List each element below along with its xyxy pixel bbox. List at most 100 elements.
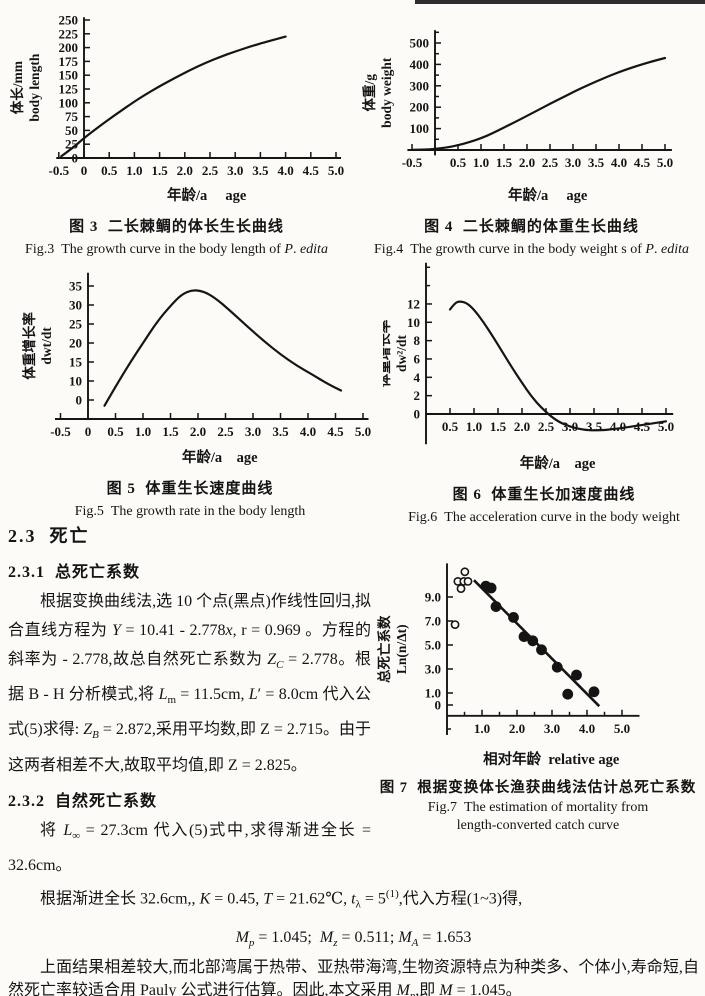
- svg-text:2.5: 2.5: [542, 155, 559, 170]
- svg-text:0: 0: [72, 151, 79, 166]
- fig4-body-weight-growth-chart: -0.5 0.5 1.0 1.5 2.0 2.5 3.0 3.5 4.0 4.5 5.0 100 200…: [361, 30, 673, 204]
- svg-text:1.5: 1.5: [490, 419, 507, 434]
- svg-text:4.0: 4.0: [610, 419, 626, 434]
- fig6-caption-en: Fig.6 The acceleration curve in the body…: [408, 510, 680, 525]
- svg-text:0.5: 0.5: [442, 419, 459, 434]
- svg-text:75: 75: [65, 109, 79, 124]
- figure-3: -0.5 0 0.5 1.0 1.5 2.0 2.5 3.0 3.5 4.0 4.5 5.0 0 25 50…: [4, 6, 349, 258]
- svg-text:0: 0: [414, 407, 421, 422]
- svg-text:5.0: 5.0: [328, 163, 344, 178]
- fig7-caption-cn: 图 7 根据变换体长渔获曲线法估计总死亡系数: [379, 780, 697, 796]
- fig3-caption-cn: 图 3 二长棘鲷的体长生长曲线: [69, 219, 284, 235]
- svg-text:0: 0: [76, 393, 83, 408]
- svg-text:1.5: 1.5: [162, 424, 179, 439]
- svg-text:2.0: 2.0: [514, 419, 530, 434]
- fig4-caption-cn: 图 4 二长棘鲷的体重生长曲线: [424, 219, 639, 235]
- svg-text:5.0: 5.0: [355, 424, 371, 439]
- svg-text:body length: body length: [27, 53, 42, 121]
- svg-text:1.0: 1.0: [425, 686, 441, 701]
- svg-text:1.0: 1.0: [135, 424, 151, 439]
- svg-text:2.0: 2.0: [177, 163, 193, 178]
- svg-text:200: 200: [59, 40, 79, 55]
- svg-text:1.0: 1.0: [126, 163, 142, 178]
- svg-text:3.5: 3.5: [272, 424, 289, 439]
- svg-text:4.0: 4.0: [300, 424, 316, 439]
- fig3-body-length-growth-chart: -0.5 0 0.5 1.0 1.5 2.0 2.5 3.0 3.5 4.0 4.5 5.002550…: [9, 13, 344, 205]
- svg-text:4.5: 4.5: [327, 424, 344, 439]
- svg-text:体重/g: 体重/g: [361, 74, 377, 112]
- svg-text:25: 25: [69, 317, 83, 332]
- svg-text:-0.5: -0.5: [49, 163, 70, 178]
- svg-text:5.0: 5.0: [614, 721, 630, 736]
- svg-text:30: 30: [69, 298, 82, 313]
- svg-text:3.0: 3.0: [544, 721, 560, 736]
- fig5-caption-en: Fig.5 The growth rate in the body length: [74, 504, 306, 519]
- svg-text:年龄/a age: 年龄/a age: [508, 186, 588, 204]
- svg-text:2.5: 2.5: [217, 424, 234, 439]
- svg-text:225: 225: [59, 26, 79, 41]
- fig4-caption: 图 4 二长棘鲷的体重生长曲线 Fig.4 The growth curve i…: [358, 215, 705, 258]
- svg-text:年龄/a age: 年龄/a age: [167, 186, 247, 204]
- svg-text:1.0: 1.0: [466, 419, 482, 434]
- fig7-caption: 图 7 根据变换体长渔获曲线法估计总死亡系数 Fig.7 The estimat…: [377, 776, 699, 834]
- svg-text:500: 500: [410, 36, 430, 51]
- svg-text:5.0: 5.0: [425, 638, 441, 653]
- svg-text:6: 6: [414, 351, 421, 366]
- svg-text:15: 15: [69, 355, 83, 370]
- svg-text:10: 10: [69, 374, 82, 389]
- svg-text:3.0: 3.0: [245, 424, 261, 439]
- figure-4: -0.5 0.5 1.0 1.5 2.0 2.5 3.0 3.5 4.0 4.5 5.0 100 200…: [358, 6, 705, 258]
- section-2-3-1-heading: 2.3.1 总死亡系数: [8, 564, 141, 581]
- svg-text:20: 20: [69, 336, 82, 351]
- svg-text:300: 300: [410, 78, 430, 93]
- svg-text:0: 0: [435, 698, 442, 713]
- paragraph-natural-mortality-2: 根据渐进全长 32.6cm,, K = 0.45, T = 21.62℃, tλ…: [40, 887, 523, 911]
- svg-text:4.0: 4.0: [611, 155, 627, 170]
- svg-text:100: 100: [410, 121, 430, 136]
- svg-text:25: 25: [65, 137, 79, 152]
- figure-7: 1.0 2.0 3.0 4.0 5.0 0 1.0 3.0 5.0 7.0 9.0 相对年龄 rela…: [377, 558, 699, 834]
- fig3-caption: 图 3 二长棘鲷的体长生长曲线 Fig.3 The growth curve i…: [4, 215, 349, 258]
- fig7-caption-en-line1: Fig.7 The estimation of mortality from: [427, 800, 649, 815]
- svg-text:body weight: body weight: [379, 57, 394, 128]
- svg-text:相对年龄 relative age: 相对年龄 relative age: [483, 750, 620, 768]
- svg-text:3.5: 3.5: [252, 163, 269, 178]
- svg-text:0.5: 0.5: [101, 163, 118, 178]
- svg-text:200: 200: [410, 100, 430, 115]
- svg-text:2.5: 2.5: [202, 163, 219, 178]
- svg-text:-0.5: -0.5: [50, 424, 71, 439]
- svg-text:12: 12: [407, 296, 420, 311]
- svg-text:4.0: 4.0: [277, 163, 293, 178]
- fig5-growth-rate-chart: -0.5 0 0.5 1.0 1.5 2.0 2.5 3.0 3.5 4.0 4.5 5.0 0 10 15…: [21, 272, 371, 466]
- svg-text:dw²/dt: dw²/dt: [394, 334, 409, 372]
- svg-text:0.5: 0.5: [450, 155, 467, 170]
- svg-text:35: 35: [69, 279, 83, 294]
- svg-text:体长/mm: 体长/mm: [9, 60, 25, 114]
- svg-text:0.5: 0.5: [107, 424, 124, 439]
- svg-text:4.5: 4.5: [634, 155, 651, 170]
- mortality-section: 2.3 死亡 1.0 2.0 3.0 4.0 5.0 0 1.0 3.0 5.0 7.0 9.0 相对…: [8, 522, 699, 996]
- svg-text:50: 50: [65, 123, 78, 138]
- svg-text:3.5: 3.5: [588, 155, 605, 170]
- svg-text:2: 2: [414, 388, 421, 403]
- fig6-caption-cn: 图 6 体重生长加速度曲线: [452, 487, 636, 503]
- svg-text:10: 10: [407, 315, 420, 330]
- svg-text:4.5: 4.5: [634, 419, 651, 434]
- svg-text:-0.5: -0.5: [402, 155, 423, 170]
- svg-text:1.5: 1.5: [496, 155, 513, 170]
- svg-text:2.0: 2.0: [519, 155, 535, 170]
- paragraph-total-mortality: 根据变换曲线法,选 10 个点(黑点)作线性回归,拟合直线方程为 Y = 10.…: [8, 593, 371, 774]
- fig7-caption-en-line2: length-converted catch curve: [456, 818, 620, 833]
- svg-text:2.0: 2.0: [190, 424, 206, 439]
- svg-text:400: 400: [410, 57, 430, 72]
- svg-text:2.0: 2.0: [509, 721, 525, 736]
- figure-5: -0.5 0 0.5 1.0 1.5 2.0 2.5 3.0 3.5 4.0 4.5 5.0 0 10 15…: [4, 256, 376, 520]
- svg-text:体重增长率: 体重增长率: [21, 312, 37, 380]
- svg-text:175: 175: [59, 54, 79, 69]
- mortality-equation: Mp = 1.045; Mz = 0.511; MA = 1.653: [235, 929, 472, 950]
- paragraph-discussion: 上面结果相差较大,而北部湾属于热带、亚热带海湾,生物资源特点为种类多、个体小,寿…: [8, 959, 699, 996]
- section-2-3-heading: 2.3 死亡: [8, 526, 90, 546]
- svg-text:3.5: 3.5: [586, 419, 603, 434]
